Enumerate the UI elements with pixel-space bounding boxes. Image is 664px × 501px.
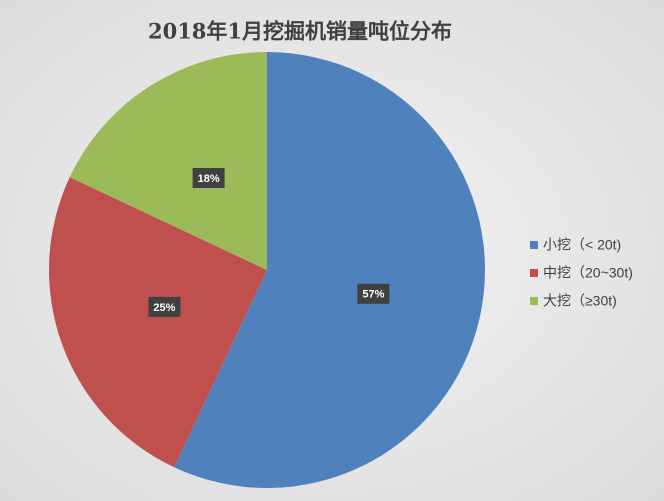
data-label-box: [192, 167, 225, 188]
data-label-box: [148, 296, 181, 317]
chart-title: 2018年1月挖掘机销量吨位分布: [148, 19, 452, 44]
pie-slice: [49, 177, 268, 468]
data-label: 25%: [153, 302, 175, 314]
legend-swatch: [530, 297, 538, 305]
legend-swatch: [530, 241, 538, 249]
legend-label: 小挖（< 20t): [543, 237, 621, 253]
legend-swatch: [530, 269, 538, 277]
pie-slice: [174, 52, 486, 488]
legend-label: 大挖（≥30t): [543, 293, 617, 309]
data-label-box: [357, 283, 390, 304]
pie-slice: [69, 52, 267, 270]
legend-label: 中挖（20~30t): [543, 265, 633, 281]
data-label: 18%: [198, 173, 220, 185]
data-label: 57%: [362, 289, 384, 301]
